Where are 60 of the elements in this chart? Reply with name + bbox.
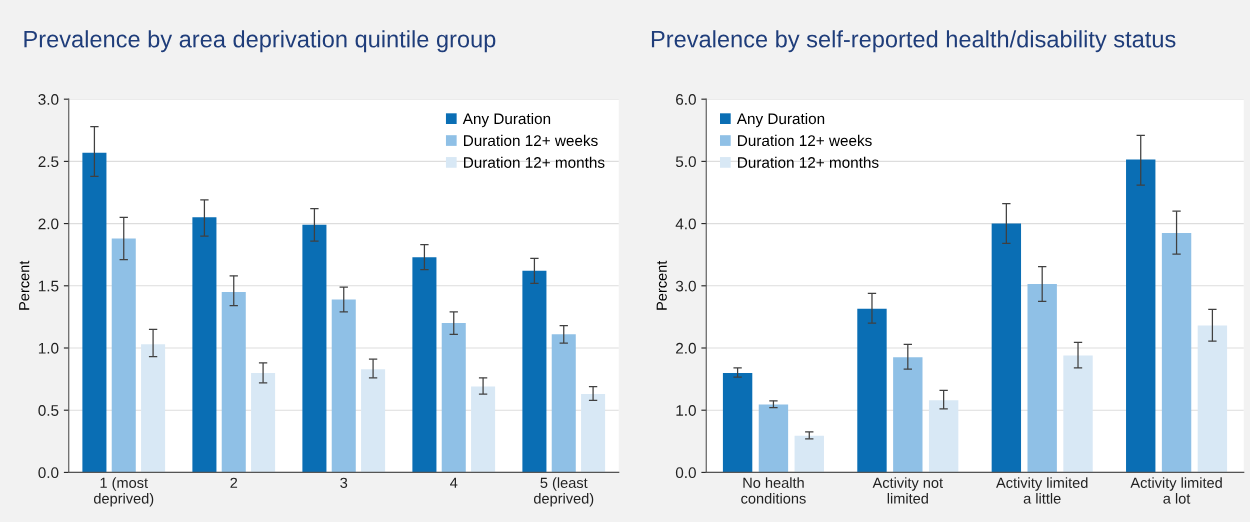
x-tick-label: 2	[230, 477, 238, 488]
y-tick-label: 0.0	[38, 467, 59, 479]
bar	[1027, 283, 1057, 473]
bar	[758, 404, 789, 473]
bar	[221, 292, 246, 473]
bar	[1126, 159, 1156, 473]
legend-label: Duration 12+ weeks	[464, 134, 598, 147]
bar	[794, 435, 824, 473]
bar	[192, 217, 217, 473]
bar	[251, 372, 276, 473]
bar	[928, 400, 959, 473]
bar	[722, 372, 753, 473]
bar	[893, 357, 923, 473]
y-tick-label: 6.0	[676, 94, 696, 105]
y-tick-label: 0.5	[38, 405, 59, 416]
legend-label: Duration 12+ months	[464, 156, 605, 168]
x-tick-label: 4	[450, 477, 458, 488]
bar	[141, 344, 166, 473]
bar	[82, 152, 107, 473]
y-tick-label: 1.0	[676, 405, 696, 416]
y-tick-label: 4.0	[675, 218, 696, 230]
y-tick-label: 2.0	[676, 342, 696, 354]
x-tick-label: 3	[340, 477, 348, 488]
bar	[581, 394, 606, 473]
legend-label: Any Duration	[462, 112, 551, 128]
x-tick-label: 1 (most deprived)	[93, 477, 154, 507]
x-tick-label: 5 (least deprived)	[533, 477, 594, 507]
y-axis-title: Percent	[19, 260, 30, 310]
x-tick-label: No health conditions	[741, 477, 806, 504]
chart-title: Prevalence by area deprivation quintile group	[24, 30, 496, 53]
x-tick-label: Activity not limited	[872, 477, 943, 504]
y-tick-label: 3.0	[675, 280, 696, 292]
legend-label: Duration 12+ months	[738, 156, 879, 168]
y-tick-label: 3.0	[38, 94, 59, 105]
y-tick-label: 5.0	[675, 156, 696, 168]
y-tick-label: 1.5	[38, 280, 59, 292]
bar	[412, 257, 437, 473]
y-axis-title: Percent	[656, 260, 667, 310]
bar	[1197, 325, 1228, 473]
bar	[857, 308, 887, 473]
y-tick-label: 0.0	[675, 467, 696, 479]
bar	[441, 323, 466, 473]
legend-label: Any Duration	[736, 112, 825, 128]
bar	[1161, 232, 1192, 473]
y-tick-label: 1.0	[38, 342, 59, 354]
bar	[331, 299, 356, 473]
y-tick-label: 2.5	[38, 156, 59, 168]
bar	[1063, 355, 1093, 473]
x-tick-label: Activity limited a lot	[1130, 477, 1222, 504]
bar	[551, 334, 576, 473]
x-tick-label: Activity limited a little	[996, 477, 1088, 504]
legend-label: Duration 12+ weeks	[738, 134, 872, 147]
y-tick-label: 2.0	[38, 218, 59, 230]
bar	[991, 223, 1022, 473]
bar	[302, 224, 327, 473]
bar	[471, 386, 496, 473]
chart-title: Prevalence by self-reported health/disability status	[651, 30, 1176, 53]
bar	[111, 238, 136, 473]
bar	[522, 270, 547, 473]
bar	[361, 369, 386, 473]
